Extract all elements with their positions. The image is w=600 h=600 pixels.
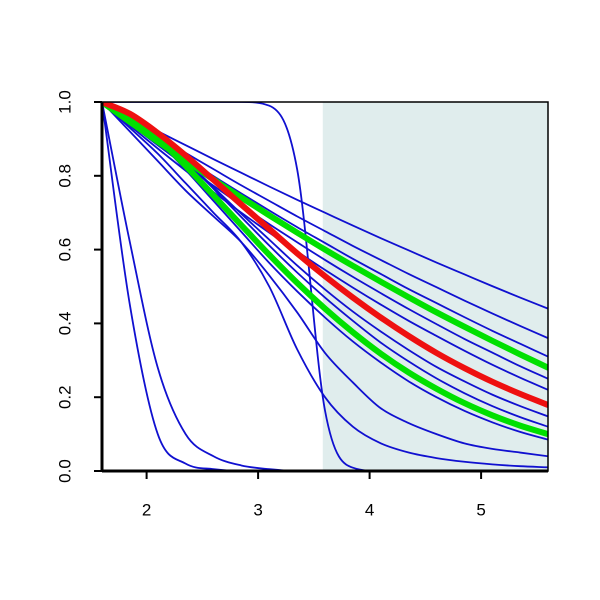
curve [102, 102, 548, 471]
x-tick-label: 3 [253, 500, 262, 519]
y-tick-label: 0.4 [55, 312, 74, 336]
curve [102, 102, 548, 391]
y-tick-label: 0.2 [55, 385, 74, 409]
curve [102, 102, 548, 471]
x-tick-label: 4 [365, 500, 374, 519]
curve [102, 102, 548, 471]
curve [102, 102, 548, 458]
y-tick-label: 0.8 [55, 164, 74, 188]
curve [102, 102, 548, 310]
curve [102, 102, 548, 408]
plot-area [102, 102, 548, 471]
curve [102, 102, 548, 438]
x-tick-label: 5 [476, 500, 485, 519]
x-tick-label: 2 [142, 500, 151, 519]
curve [102, 102, 548, 469]
y-tick-label: 0.0 [55, 459, 74, 483]
y-tick-label: 0.6 [55, 238, 74, 262]
y-tick-label: 1.0 [55, 90, 74, 114]
